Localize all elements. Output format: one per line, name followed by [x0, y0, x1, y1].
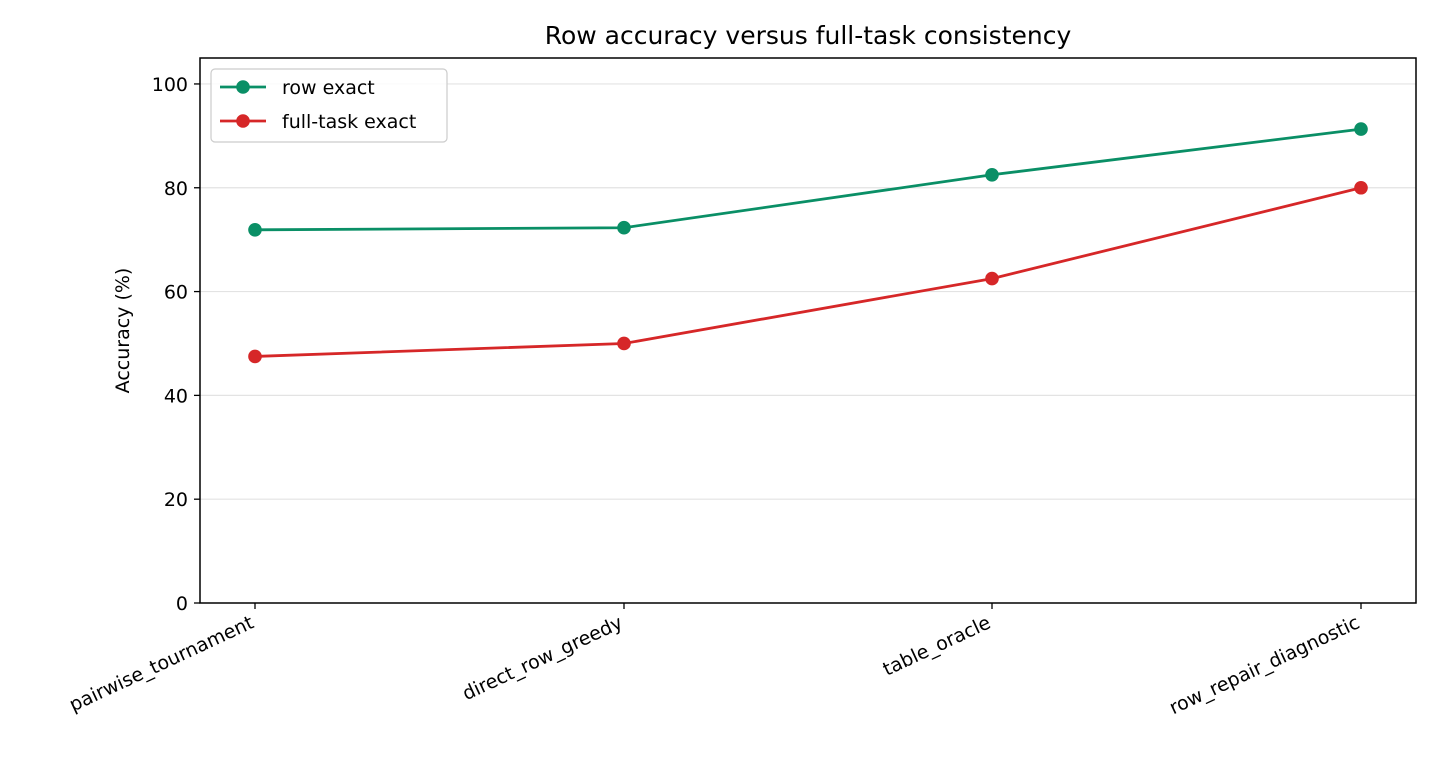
- data-point: [248, 223, 262, 237]
- chart-title: Row accuracy versus full-task consistenc…: [545, 21, 1072, 50]
- data-point: [617, 220, 631, 235]
- data-point: [985, 167, 999, 182]
- data-point: [1354, 122, 1368, 136]
- y-tick-label: 0: [176, 593, 188, 615]
- y-tick-label: 20: [164, 489, 188, 511]
- legend: row exact full-task exact: [210, 68, 448, 143]
- legend-label: row exact: [282, 77, 375, 99]
- legend-marker: [236, 80, 250, 94]
- series-line: [254, 186, 1362, 358]
- x-tick-label: row_repair_diagnostic: [1166, 612, 1363, 720]
- data-point: [248, 349, 262, 364]
- data-point: [617, 336, 631, 351]
- series-line: [254, 127, 1362, 232]
- legend-box: [210, 68, 448, 143]
- series-layer: [248, 122, 1368, 364]
- data-point: [1354, 180, 1368, 195]
- legend-label: full-task exact: [282, 111, 416, 133]
- y-tick-label: 80: [164, 178, 188, 200]
- y-axis-label: Accuracy (%): [112, 268, 134, 394]
- axis-layer: 0 20 40 60 80 100 pairwise_tournament direct_ro…: [66, 74, 1363, 719]
- plot-frame: [199, 57, 1417, 604]
- data-point: [985, 271, 999, 286]
- x-tick-label: direct_row_greedy: [459, 612, 626, 705]
- y-tick-label: 60: [164, 282, 188, 304]
- x-tick-label: table_oracle: [880, 612, 995, 681]
- y-tick-label: 40: [164, 385, 188, 407]
- x-tick-label: pairwise_tournament: [66, 612, 257, 717]
- y-tick-label: 100: [152, 74, 188, 96]
- legend-marker: [236, 114, 250, 128]
